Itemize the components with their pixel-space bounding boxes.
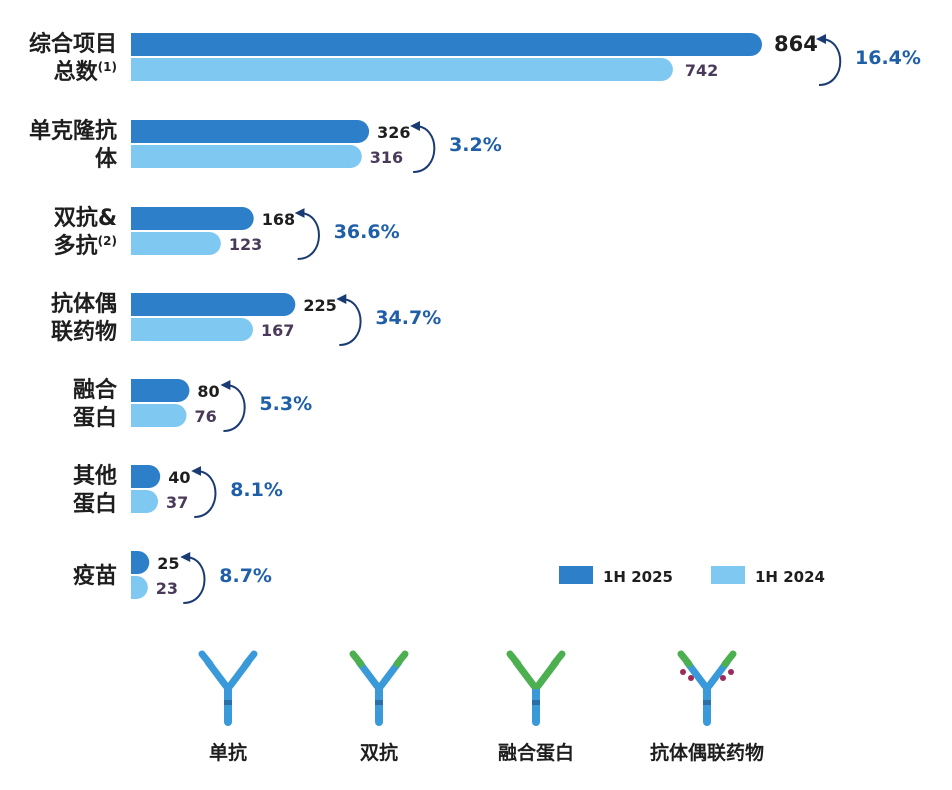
growth-rate-label: 5.3%: [259, 393, 312, 415]
growth-rate-label: 36.6%: [334, 221, 400, 243]
category-label: 疫苗: [73, 563, 117, 589]
category-label: 其他: [73, 464, 117, 489]
bar-1h-2024: [131, 576, 148, 599]
category-label: 抗体偶: [51, 291, 117, 317]
bar-1h-2024: [131, 58, 673, 81]
category-label: 联药物: [51, 319, 117, 345]
growth-arrow-icon: [180, 552, 206, 604]
category-label: 蛋白: [73, 405, 117, 431]
value-label-1h-2025: 225: [303, 296, 336, 315]
bar-1h-2025: [131, 120, 370, 143]
bar-1h-2025: [131, 379, 190, 402]
bar-1h-2024: [131, 145, 362, 168]
value-label-1h-2025: 168: [262, 210, 295, 229]
legend-label-1h-2025: 1H 2025: [603, 568, 673, 586]
icon-fusion: 融合蛋白: [446, 650, 626, 765]
growth-arrow-icon: [816, 34, 842, 86]
antibody-drug-conjugate-icon: [677, 650, 737, 726]
value-label-1h-2024: 316: [370, 148, 403, 167]
legend-swatch-1h-2024: [711, 566, 745, 584]
antibody-icons-row: 单抗 双抗 融合蛋白 抗体偶联药物: [0, 650, 952, 780]
icon-label-adc: 抗体偶联药物: [649, 742, 764, 764]
category-label: 双抗&: [54, 205, 117, 231]
bar-1h-2024: [131, 490, 159, 513]
growth-arrow-icon: [336, 294, 362, 346]
category-label: 融合: [73, 377, 118, 403]
growth-arrow-icon: [294, 208, 320, 260]
growth-rate-label: 16.4%: [855, 47, 921, 69]
value-label-1h-2024: 23: [156, 579, 178, 598]
growth-arrow-icon: [191, 466, 217, 518]
bar-1h-2025: [131, 207, 254, 230]
value-label-1h-2024: 123: [229, 235, 262, 254]
icon-label-bsab: 双抗: [359, 742, 398, 764]
category-label: 综合项目: [29, 31, 117, 57]
bar-1h-2024: [131, 232, 221, 255]
value-label-1h-2025: 326: [377, 123, 410, 142]
bar-1h-2024: [131, 318, 253, 341]
monoclonal-antibody-icon: [198, 650, 258, 726]
category-label: 蛋白: [73, 491, 117, 517]
category-label: 体: [95, 147, 118, 172]
growth-rate-label: 8.7%: [219, 565, 272, 587]
value-label-1h-2025: 864: [774, 32, 818, 56]
category-label: 单克隆抗: [29, 118, 117, 144]
value-label-1h-2024: 742: [685, 61, 718, 80]
icon-bsab: 双抗: [289, 650, 469, 765]
bar-1h-2025: [131, 465, 161, 488]
legend-label-1h-2024: 1H 2024: [755, 568, 825, 586]
bar-1h-2025: [131, 551, 150, 574]
fusion-protein-icon: [506, 650, 566, 726]
legend-swatch-1h-2025: [559, 566, 593, 584]
value-label-1h-2024: 37: [166, 493, 188, 512]
bar-1h-2025: [131, 33, 762, 56]
value-label-1h-2025: 25: [157, 554, 179, 573]
value-label-1h-2024: 76: [195, 407, 217, 426]
icon-adc: 抗体偶联药物: [617, 650, 797, 765]
icon-label-fusion: 融合蛋白: [497, 742, 574, 764]
category-label: 总数(1): [54, 59, 117, 85]
growth-arrow-icon: [410, 121, 436, 173]
growth-rate-label: 34.7%: [375, 307, 441, 329]
value-label-1h-2025: 40: [168, 468, 190, 487]
bar-1h-2025: [131, 293, 296, 316]
value-label-1h-2024: 167: [261, 321, 294, 340]
icon-mab: 单抗: [138, 650, 318, 765]
growth-rate-label: 8.1%: [230, 479, 283, 501]
growth-rate-label: 3.2%: [449, 134, 502, 156]
bar-1h-2024: [131, 404, 187, 427]
icon-label-mab: 单抗: [208, 742, 247, 764]
value-label-1h-2025: 80: [197, 382, 219, 401]
growth-arrow-icon: [220, 380, 246, 432]
bispecific-antibody-icon: [349, 650, 409, 726]
legend: 1H 2025 1H 2024: [559, 566, 825, 586]
category-label: 多抗(2): [54, 233, 117, 259]
